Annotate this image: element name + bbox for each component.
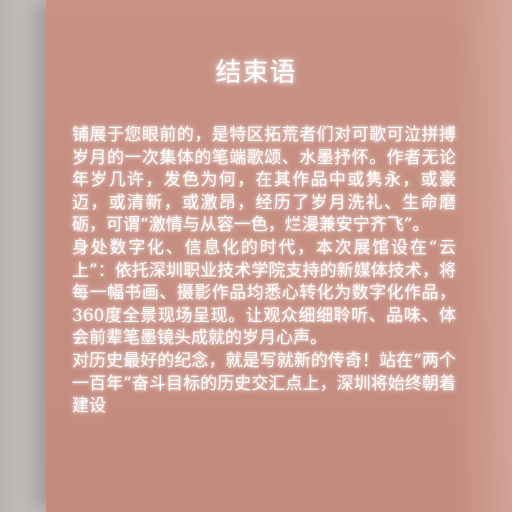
panel-title: 结束语	[215, 58, 297, 88]
paragraph-1: 铺展于您眼前的，是特区拓荒者们对可歌可泣拼搏岁月的一次集体的笔端歌颂、水墨抒怀。…	[72, 125, 456, 236]
paragraph-2: 身处数字化、信息化的时代，本次展馆设在“云上”：依托深圳职业技术学院支持的新媒体…	[72, 237, 456, 349]
closing-text: 铺展于您眼前的，是特区拓荒者们对可歌可泣拼搏岁月的一次集体的笔端歌颂、水墨抒怀。…	[72, 124, 456, 418]
closing-panel	[46, 0, 512, 512]
paragraph-3: 对历史最好的纪念，就是写就新的传奇！站在“两个一百年”奋斗目标的历史交汇点上，深…	[72, 350, 456, 417]
